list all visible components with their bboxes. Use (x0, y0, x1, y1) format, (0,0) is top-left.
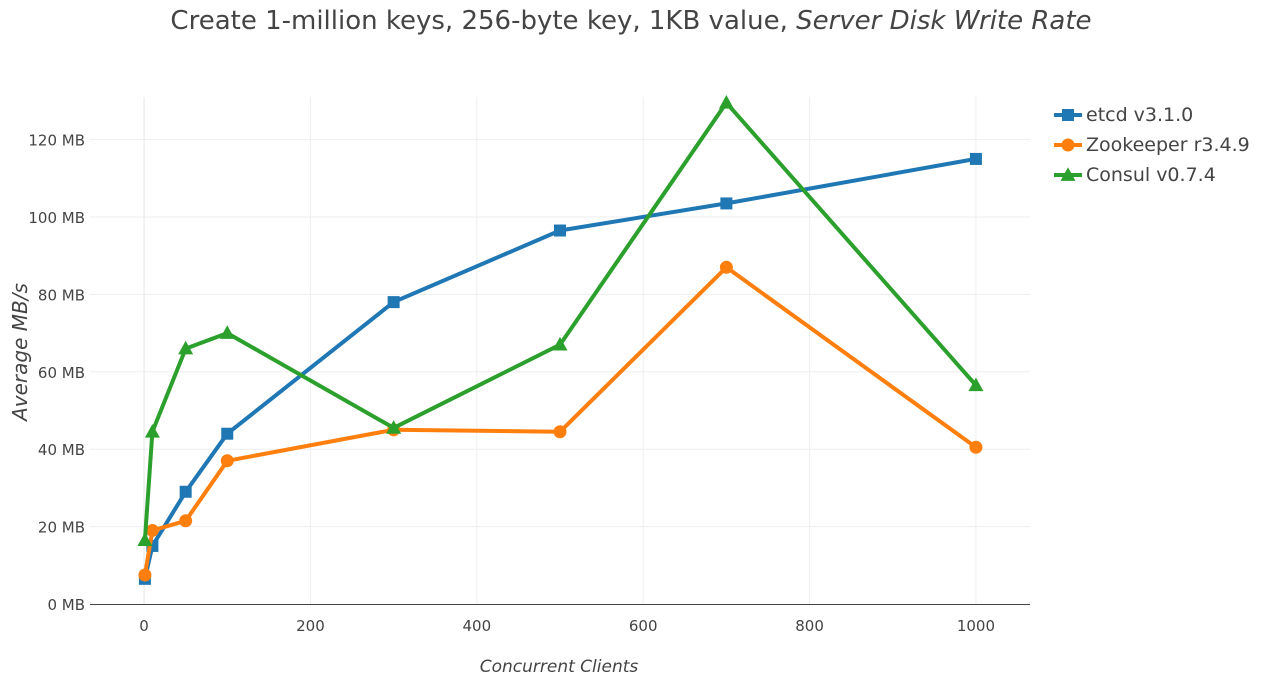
axes: 0 200 400 600 800 1000 0 MB 20 MB 40 MB 60 MB 80 M… (28, 132, 1030, 635)
data-point (718, 95, 734, 109)
legend-label: etcd v3.1.0 (1086, 104, 1194, 126)
series-0 (138, 152, 982, 585)
legend-marker (1061, 138, 1075, 152)
y-tick-label: 40 MB (38, 441, 85, 459)
data-point (179, 514, 193, 528)
y-tick-label: 100 MB (28, 209, 85, 227)
x-tick-label: 0 (139, 617, 149, 635)
chart-title-emphasis: Server Disk Write Rate (796, 6, 1092, 36)
legend-label: Consul v0.7.4 (1086, 164, 1216, 186)
data-point (219, 325, 235, 339)
data-point (552, 336, 568, 351)
x-tick-label: 1000 (957, 617, 995, 635)
legend-item[interactable]: Consul v0.7.4 (1052, 160, 1250, 190)
data-point (144, 423, 160, 438)
data-point (138, 568, 152, 582)
series-line (142, 156, 977, 580)
data-point (387, 296, 400, 309)
legend-marker (1062, 109, 1074, 121)
y-axis-title: Average MB/s (8, 283, 32, 423)
data-point (137, 532, 153, 546)
legend-swatch (1054, 138, 1082, 152)
legend-marker (1060, 167, 1076, 181)
legend-item[interactable]: Zookeeper r3.4.9 (1052, 130, 1250, 160)
data-point (221, 427, 234, 440)
chart-title: Create 1-million keys, 256-byte key, 1KB… (0, 6, 1262, 36)
series-2 (137, 95, 984, 546)
legend-item[interactable]: etcd v3.1.0 (1052, 100, 1250, 130)
y-tick-label: 60 MB (38, 364, 85, 382)
series-line (142, 265, 978, 576)
x-tick-label: 400 (462, 617, 491, 635)
data-point (553, 425, 567, 439)
chart-title-main: Create 1-million keys, 256-byte key, 1KB… (170, 6, 797, 36)
y-tick-label: 20 MB (38, 519, 85, 537)
x-tick-label: 200 (296, 617, 325, 635)
data-point (969, 152, 982, 165)
y-tick-label: 120 MB (28, 132, 85, 150)
y-tick-label: 0 MB (47, 596, 85, 614)
data-point (179, 485, 192, 498)
x-axis-title: Concurrent Clients (480, 657, 639, 677)
series-1 (138, 260, 983, 582)
legend-swatch (1054, 109, 1082, 121)
data-point (220, 454, 234, 468)
data-point (969, 440, 983, 454)
series-line (142, 100, 978, 541)
data-point (968, 377, 984, 392)
legend: etcd v3.1.0 Zookeeper r3.4.9 Consul v0.7.4 (1052, 100, 1250, 190)
data-point (720, 197, 733, 210)
legend-swatch (1054, 167, 1082, 181)
x-tick-label: 600 (629, 617, 658, 635)
data-point (719, 260, 733, 274)
series-layer (137, 95, 984, 585)
legend-label: Zookeeper r3.4.9 (1086, 134, 1250, 156)
y-tick-label: 80 MB (38, 286, 85, 304)
data-point (554, 224, 566, 237)
data-point (178, 340, 194, 355)
data-point (145, 523, 159, 537)
data-point (386, 420, 402, 434)
x-tick-label: 800 (795, 617, 824, 635)
